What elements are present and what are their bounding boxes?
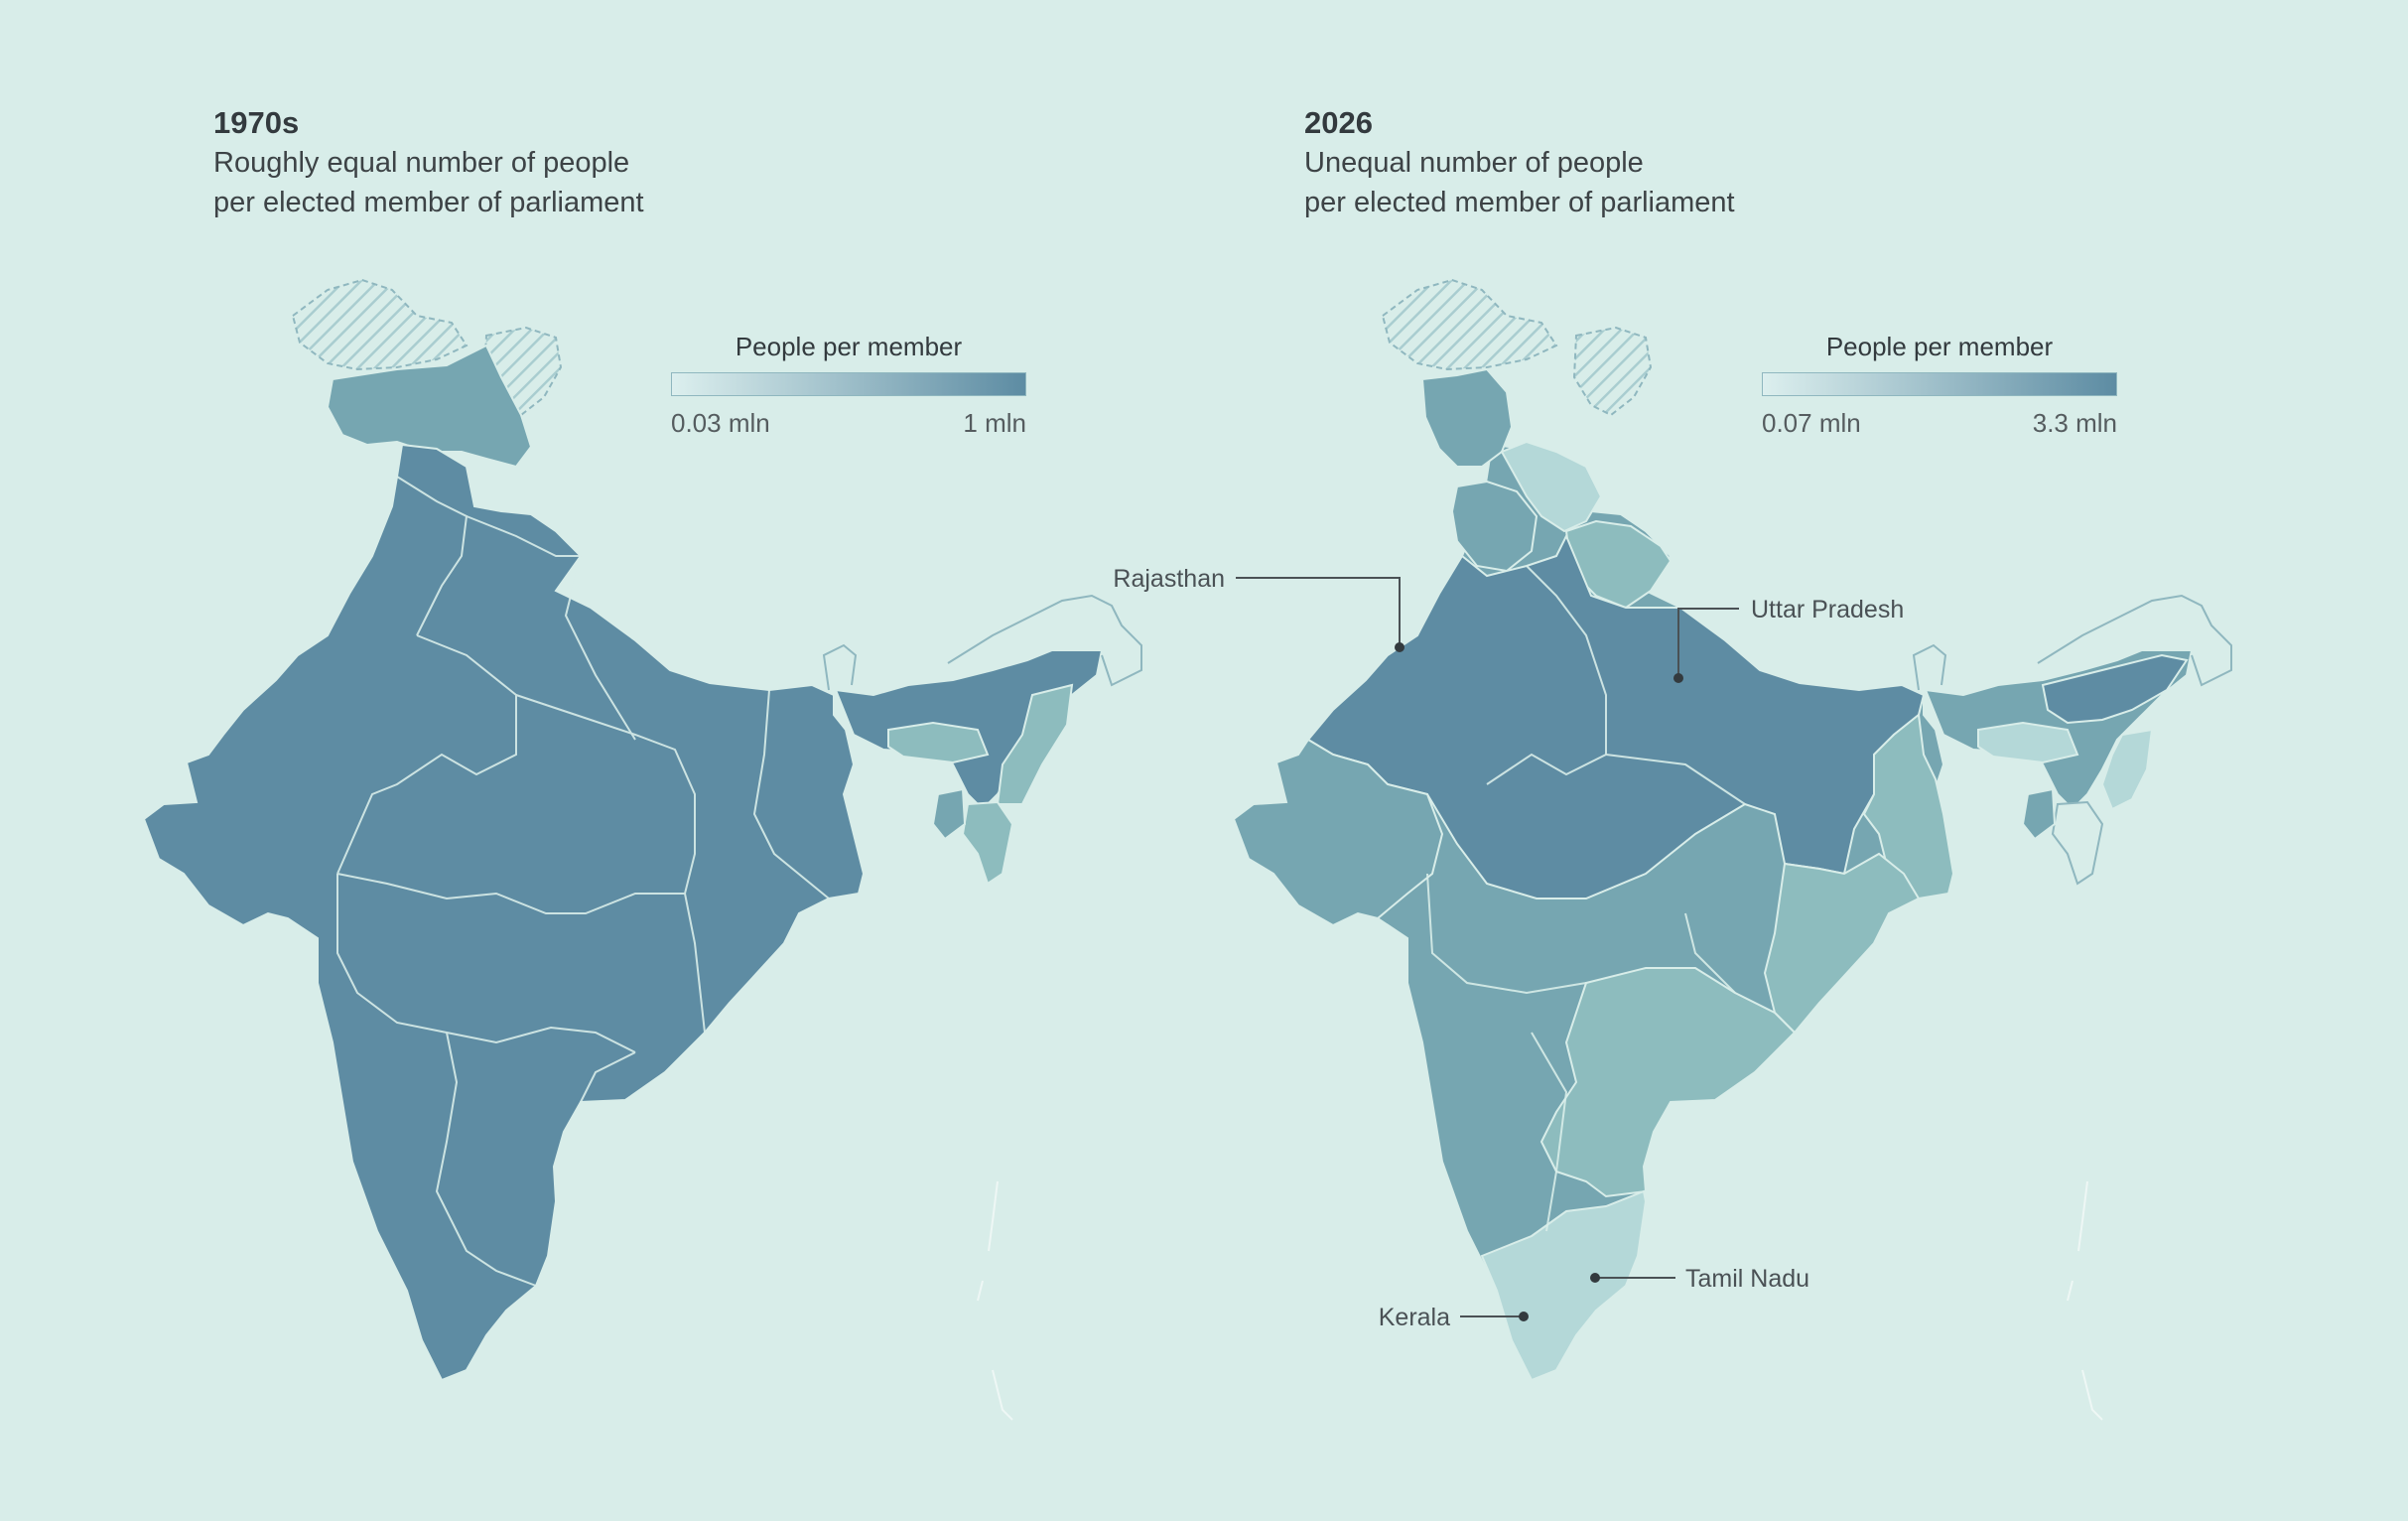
disputed-border-northeast: [2037, 594, 2232, 687]
sikkim-outline: [1912, 643, 1947, 691]
callout-rajasthan: Rajasthan: [1113, 565, 1405, 652]
panel-title: 2026: [1304, 105, 1373, 140]
region-tripura: [931, 787, 967, 841]
panel-subtitle-line-2: per elected member of parliament: [213, 187, 644, 218]
disputed-area-west: [291, 278, 468, 371]
legend-title: People per member: [1825, 332, 2054, 361]
legend-max-label: 1 mln: [963, 408, 1026, 438]
region-assam-east: [2041, 653, 2189, 725]
legend-gradient-bar: [671, 372, 1026, 396]
legend-gradient-bar: [1762, 372, 2117, 396]
region-gujarat: [1232, 738, 1444, 927]
panel-heading: 1970s Roughly equal number of people per…: [213, 103, 644, 222]
disputed-area-west: [1381, 278, 1558, 371]
region-manipur-nagaland: [2100, 728, 2154, 811]
region-punjab: [1450, 480, 1538, 573]
sikkim-outline: [822, 643, 858, 691]
legend-max-label: 3.3 mln: [2032, 408, 2117, 438]
panel-subtitle-line-1: Roughly equal number of people: [213, 147, 630, 179]
callout-label-uttar-pradesh: Uttar Pradesh: [1751, 596, 1904, 623]
region-meghalaya: [1977, 721, 2079, 764]
andaman-islands: [2067, 1180, 2103, 1421]
callout-tamil-nadu: Tamil Nadu: [1590, 1265, 1809, 1293]
india-map-1970s: [142, 278, 1142, 1421]
region-jammu-kashmir: [1420, 367, 1514, 468]
panel-subtitle-line-1: Unequal number of people: [1304, 147, 1644, 179]
panel-heading: 2026 Unequal number of people per electe…: [1304, 103, 1735, 222]
region-meghalaya: [887, 721, 990, 764]
region-tripura-mizoram: [2051, 800, 2104, 886]
region-tripura: [2021, 787, 2057, 841]
andaman-islands: [977, 1180, 1013, 1421]
panel-2026: 2026 Unequal number of people per electe…: [1090, 0, 2294, 1521]
panel-1970s: 1970s Roughly equal number of people per…: [142, 103, 1142, 1421]
legend-title: People per member: [735, 332, 963, 361]
callout-uttar-pradesh: Uttar Pradesh: [1673, 596, 1904, 683]
region-odisha: [1763, 852, 1921, 1035]
legend-min-label: 0.07 mln: [1762, 408, 1861, 438]
mainland-india: [142, 443, 866, 1382]
legend-min-label: 0.03 mln: [671, 408, 770, 438]
callout-label-tamil-nadu: Tamil Nadu: [1685, 1265, 1809, 1293]
color-legend: People per member 0.03 mln 1 mln: [671, 332, 1026, 448]
region-west-bengal: [1862, 713, 1955, 900]
region-tamil-nadu-kerala: [1480, 1189, 1648, 1382]
india-map-2026: Rajasthan Uttar Pradesh Tamil Nadu Keral…: [1113, 278, 2232, 1421]
region-himachal: [1500, 440, 1603, 533]
region-tripura-mizoram: [961, 800, 1014, 886]
callout-kerala: Kerala: [1379, 1304, 1529, 1331]
region-andhra-telangana: [1539, 967, 1797, 1198]
region-manipur-nagaland: [996, 683, 1074, 805]
callout-label-kerala: Kerala: [1379, 1304, 1450, 1331]
panel-title: 1970s: [213, 105, 300, 140]
color-legend: People per member 0.07 mln 3.3 mln: [1762, 332, 2117, 448]
callout-label-rajasthan: Rajasthan: [1113, 565, 1225, 593]
disputed-border-northeast: [947, 594, 1142, 687]
panel-subtitle-line-2: per elected member of parliament: [1304, 187, 1735, 218]
disputed-area-east: [1572, 326, 1653, 417]
region-jammu-kashmir: [326, 344, 533, 469]
